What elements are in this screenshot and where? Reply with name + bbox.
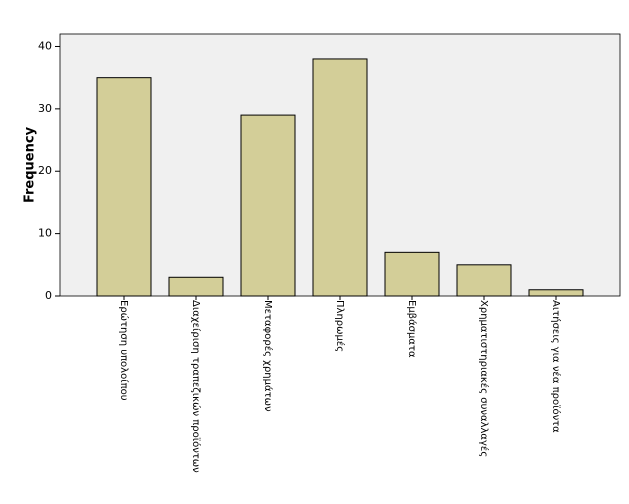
x-tick-label: Διαχείριση τραπεζικών προϊόντων — [190, 300, 202, 473]
bar — [96, 77, 152, 297]
x-tick-label: Πληρωμές — [334, 300, 346, 352]
x-tick-label: Αιτήσεις για νέα προϊόντα — [550, 300, 562, 433]
bar — [168, 276, 224, 297]
x-tick-label: Χρηματιστηριακές συναλλαγές — [478, 300, 490, 457]
y-tick-label: 30 — [38, 102, 52, 115]
y-tick-label: 40 — [38, 39, 52, 52]
x-tick-label: Μεταφορές χρημάτων — [262, 300, 274, 412]
bar — [528, 289, 584, 297]
y-tick-label: 20 — [38, 164, 52, 177]
x-tick-label: Ερώτηση υπολοίπου — [118, 300, 130, 401]
bar — [384, 251, 440, 297]
x-tick-label: Εμβάσματα — [406, 300, 418, 358]
y-tick-label: 10 — [38, 227, 52, 240]
y-axis-label: Frequency — [23, 126, 38, 203]
y-tick-label: 0 — [45, 289, 52, 302]
bar — [312, 58, 368, 297]
bar — [456, 264, 512, 297]
bar — [240, 114, 296, 297]
